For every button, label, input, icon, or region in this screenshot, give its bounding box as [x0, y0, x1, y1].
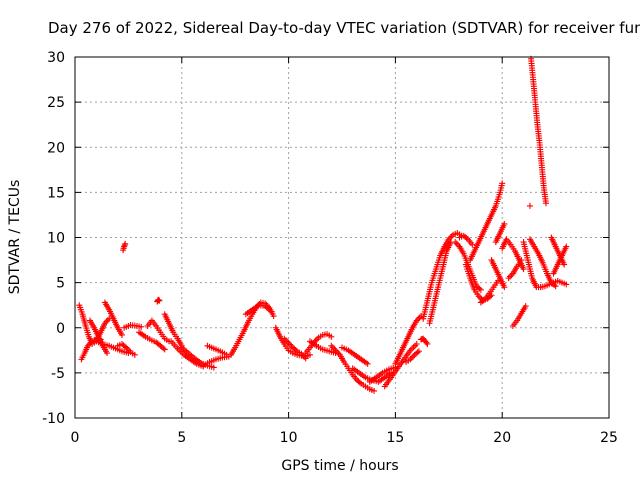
- data-point-marker: [356, 379, 363, 386]
- data-point-marker: [413, 340, 420, 347]
- data-point-marker: [477, 286, 484, 293]
- data-point-marker: [104, 350, 111, 357]
- data-point-marker: [302, 355, 309, 362]
- x-tick-label: 10: [280, 430, 298, 446]
- data-point-marker: [518, 257, 525, 264]
- data-point-marker: [156, 297, 163, 304]
- data-point-marker: [463, 235, 470, 242]
- data-point-marker: [501, 220, 508, 227]
- y-tick-label: 10: [47, 231, 65, 247]
- data-point-marker: [328, 333, 335, 340]
- data-point-marker: [452, 239, 459, 246]
- data-point-marker: [138, 323, 145, 330]
- data-point-marker: [161, 346, 168, 353]
- data-point-marker: [160, 345, 167, 352]
- y-tick-label: -10: [42, 411, 65, 427]
- y-tick-label: 0: [56, 321, 65, 337]
- data-point-marker: [408, 354, 415, 361]
- data-point-marker: [314, 336, 321, 343]
- data-point-marker: [563, 281, 570, 288]
- y-tick-label: 25: [47, 95, 65, 111]
- data-point-marker: [499, 180, 506, 187]
- y-tick-label: -5: [51, 366, 65, 382]
- data-points: [76, 55, 570, 394]
- chart-title: Day 276 of 2022, Sidereal Day-to-day VTE…: [48, 19, 640, 37]
- data-point-marker: [124, 346, 131, 353]
- data-point-marker: [415, 348, 422, 355]
- x-tick-label: 5: [177, 430, 186, 446]
- data-point-marker: [563, 243, 570, 250]
- data-point-marker: [122, 240, 129, 247]
- data-point-marker: [522, 303, 529, 310]
- data-point-marker: [469, 241, 476, 248]
- data-point-marker: [287, 341, 294, 348]
- data-point-marker: [416, 314, 423, 321]
- data-point-marker: [364, 360, 371, 367]
- data-point-marker: [480, 297, 487, 304]
- data-point-marker: [526, 202, 533, 209]
- data-point-marker: [328, 342, 335, 349]
- data-point-marker: [453, 240, 460, 247]
- y-tick-label: 5: [56, 276, 65, 292]
- data-point-marker: [306, 351, 313, 358]
- data-point-marker: [104, 317, 111, 324]
- data-point-marker: [424, 340, 431, 347]
- x-tick-label: 25: [600, 430, 618, 446]
- data-point-marker: [210, 364, 217, 371]
- data-point-marker: [423, 339, 430, 346]
- data-point-marker: [371, 387, 378, 394]
- x-axis-label: GPS time / hours: [281, 458, 398, 474]
- data-point-marker: [414, 349, 421, 356]
- data-point-marker: [561, 261, 568, 268]
- axis-ticks: 0 5 10 15 20 25 -10 -5 0 5 10 15 20 25 30: [42, 50, 618, 446]
- x-tick-label: 15: [386, 430, 404, 446]
- data-point-marker: [507, 273, 514, 280]
- data-point-marker: [476, 285, 483, 292]
- data-point-marker: [292, 347, 299, 354]
- data-point-marker: [270, 313, 277, 320]
- data-point-marker: [131, 351, 138, 358]
- data-point-marker: [542, 200, 549, 207]
- y-axis-label: SDTVAR / TECUs: [7, 180, 23, 295]
- data-point-marker: [505, 275, 512, 282]
- y-tick-label: 15: [47, 185, 65, 201]
- x-tick-label: 0: [71, 430, 80, 446]
- data-point-marker: [410, 353, 417, 360]
- data-point-marker: [121, 343, 128, 350]
- y-tick-label: 20: [47, 140, 65, 156]
- data-point-marker: [334, 348, 341, 355]
- data-point-marker: [501, 284, 508, 291]
- data-point-marker: [268, 308, 275, 315]
- data-point-marker: [520, 266, 527, 273]
- data-point-marker: [285, 340, 292, 347]
- data-point-marker: [329, 344, 336, 351]
- x-tick-label: 20: [493, 430, 511, 446]
- grid: [75, 57, 609, 418]
- data-point-marker: [118, 331, 125, 338]
- y-tick-label: 30: [47, 50, 65, 66]
